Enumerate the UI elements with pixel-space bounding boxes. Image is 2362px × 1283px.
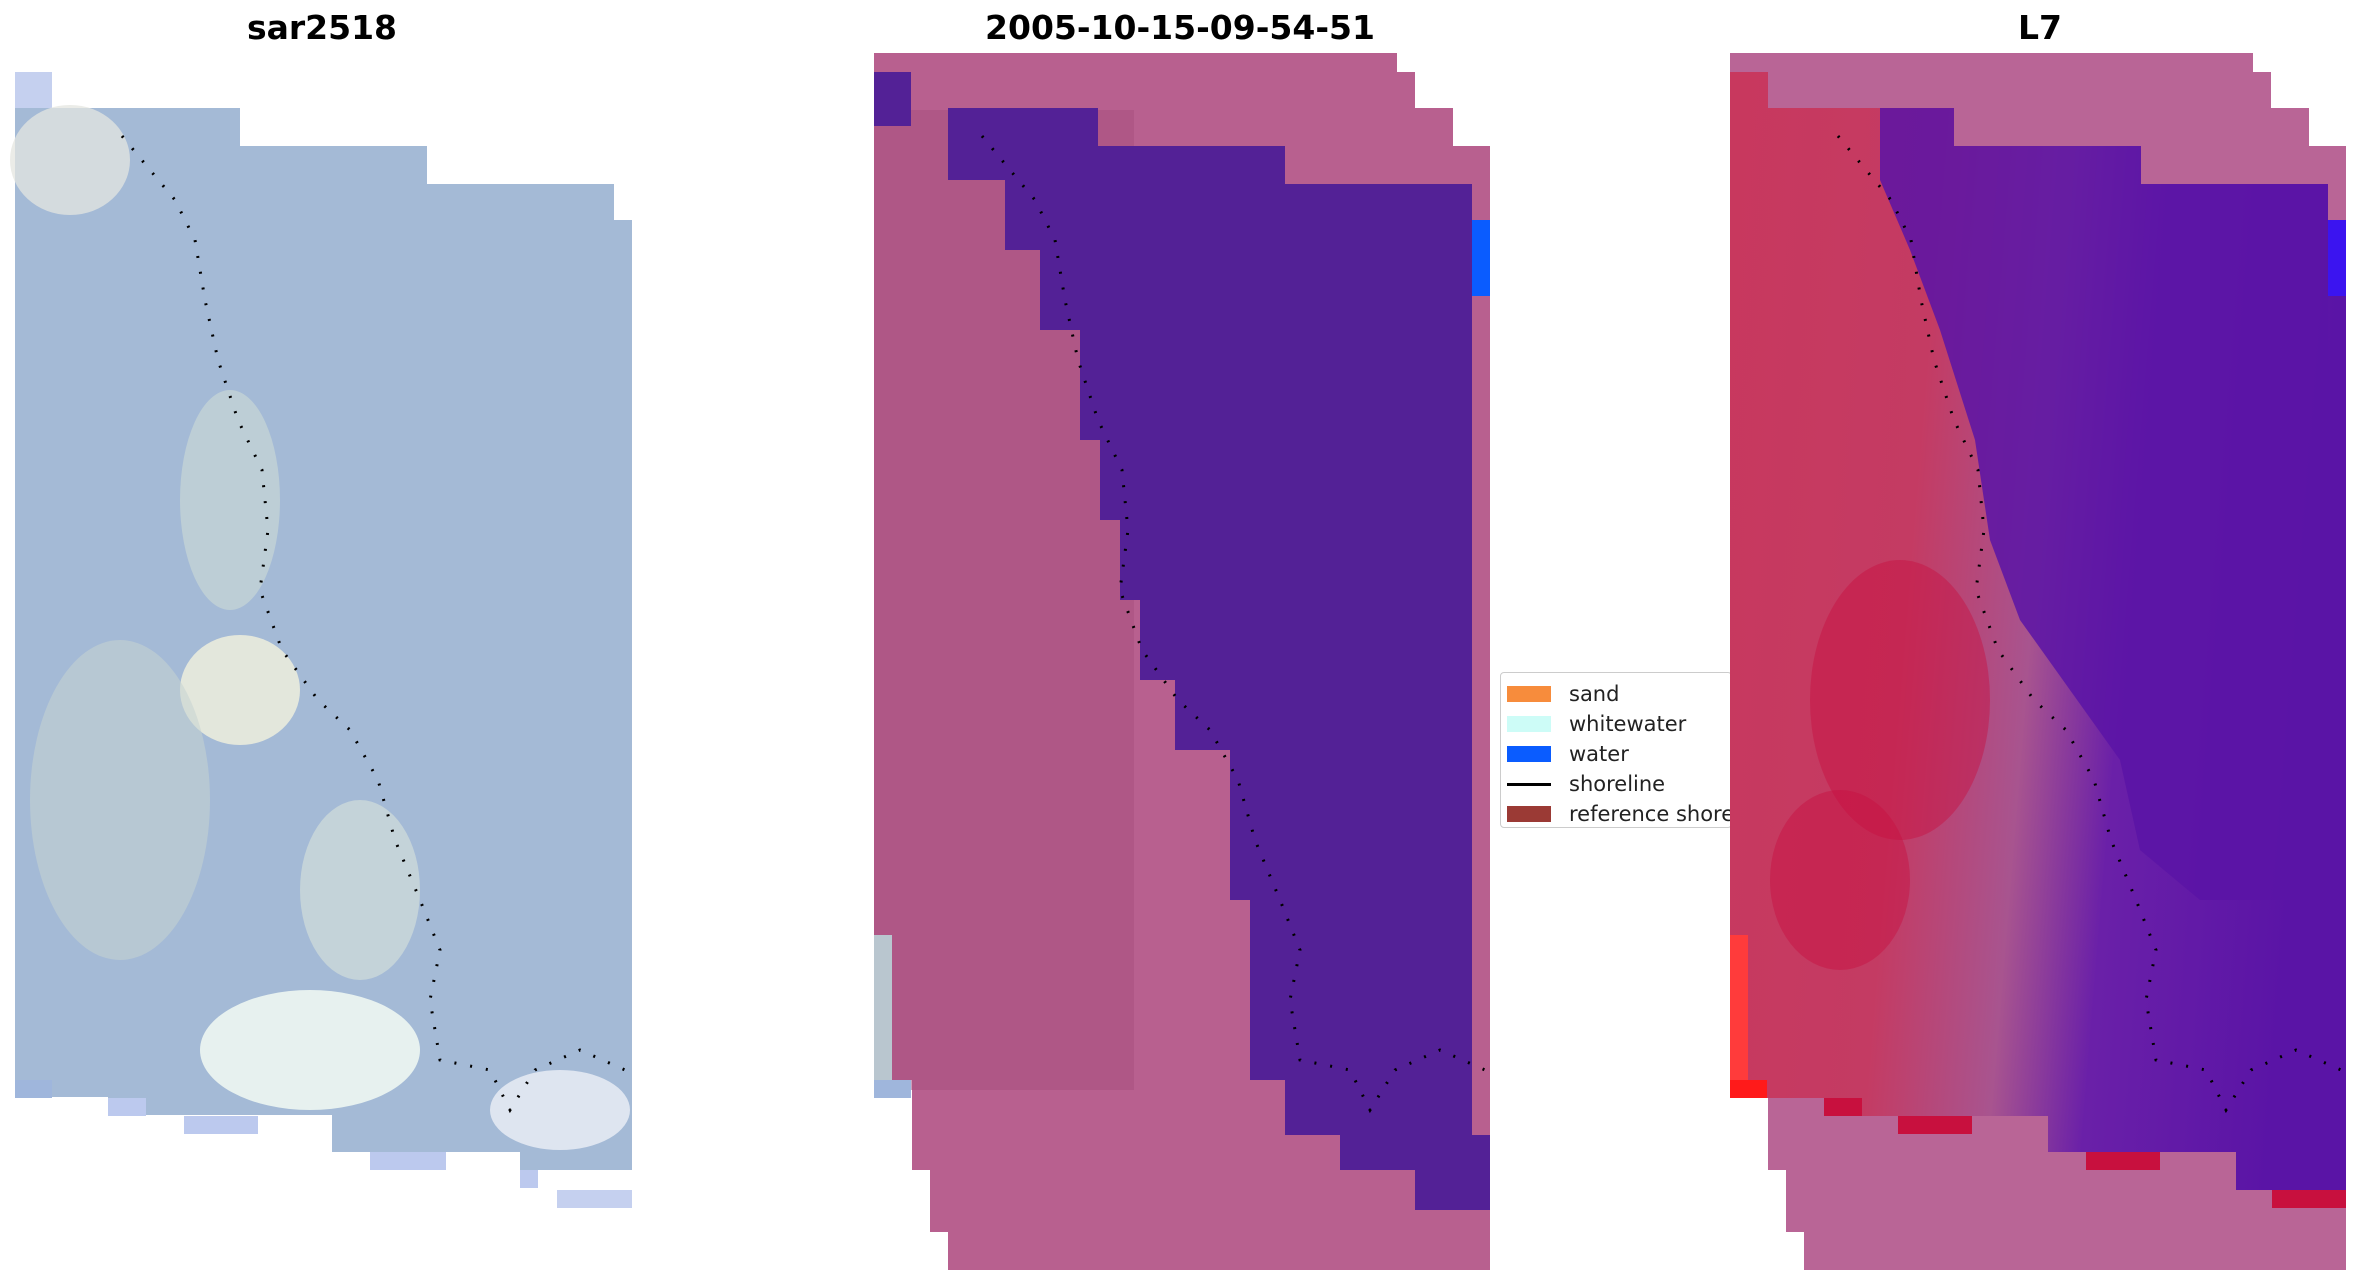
classified-sand-area bbox=[874, 53, 1490, 1270]
rgb-nodata-block bbox=[108, 1098, 146, 1116]
l7-blue-strip bbox=[2328, 220, 2346, 296]
legend-label: reference shore bbox=[1569, 802, 1732, 826]
classified-image bbox=[874, 53, 1490, 1270]
l7-land-hotspot bbox=[1770, 790, 1910, 970]
l7-red-strip bbox=[2086, 1152, 2160, 1170]
l7-edge-area bbox=[1730, 53, 2346, 1270]
rgb-nodata-block bbox=[15, 1080, 52, 1098]
rgb-highlight bbox=[10, 105, 130, 215]
rgb-highlight bbox=[490, 1070, 630, 1150]
l7-index-body bbox=[1730, 72, 2346, 1190]
rgb-nodata-block bbox=[370, 1152, 446, 1170]
legend: sand whitewater water shoreline referenc… bbox=[1500, 672, 1732, 828]
shoreline-dotted bbox=[980, 135, 1486, 1114]
l7-red-strip bbox=[1824, 1098, 1862, 1116]
rgb-nodata-corner bbox=[15, 72, 52, 108]
panel-title-classified: 2005-10-15-09-54-51 bbox=[985, 8, 1375, 47]
l7-red-strip bbox=[1730, 935, 1748, 1081]
l7-land-hotspot bbox=[1810, 560, 1990, 840]
legend-label: sand bbox=[1569, 682, 1620, 706]
shoreline-dotted bbox=[120, 135, 626, 1114]
legend-item-sand: sand bbox=[1507, 679, 1731, 709]
classified-water-area bbox=[948, 108, 1490, 1210]
legend-label: water bbox=[1569, 742, 1629, 766]
rgb-highlight bbox=[30, 640, 210, 960]
panel-title-rgb: sar2518 bbox=[246, 8, 398, 47]
legend-swatch-whitewater bbox=[1507, 716, 1551, 732]
legend-swatch-water bbox=[1507, 746, 1551, 762]
legend-item-whitewater: whitewater bbox=[1507, 709, 1731, 739]
l7-red-strip bbox=[1898, 1116, 1972, 1134]
legend-line-shoreline bbox=[1507, 782, 1551, 786]
rgb-highlight bbox=[300, 800, 420, 980]
classified-water-patch bbox=[874, 72, 911, 126]
shoreline-dotted bbox=[1836, 135, 2342, 1114]
rgb-highlight bbox=[180, 390, 280, 610]
legend-label: whitewater bbox=[1569, 712, 1687, 736]
rgb-image-body bbox=[15, 108, 632, 1170]
legend-label: shoreline bbox=[1569, 772, 1666, 796]
legend-swatch-reference-shore bbox=[1507, 806, 1551, 822]
rgb-nodata-block bbox=[184, 1116, 258, 1134]
legend-swatch-sand bbox=[1507, 686, 1551, 702]
classified-nodata-block bbox=[874, 1080, 911, 1098]
panel-title-l7: L7 bbox=[2018, 8, 2062, 47]
l7-image bbox=[1730, 53, 2346, 1270]
legend-item-reference-shore: reference shore bbox=[1507, 799, 1732, 827]
l7-water-region bbox=[1880, 108, 2328, 900]
rgb-image bbox=[10, 72, 632, 1208]
classified-whitewater-strip bbox=[874, 935, 892, 1081]
legend-item-water: water bbox=[1507, 739, 1731, 769]
classified-land-shade bbox=[874, 110, 1134, 1090]
classified-blue-strip bbox=[1472, 220, 1490, 296]
rgb-nodata-block bbox=[557, 1190, 632, 1208]
legend-item-shoreline: shoreline bbox=[1507, 769, 1731, 799]
rgb-highlight bbox=[200, 990, 420, 1110]
l7-red-strip bbox=[2272, 1190, 2346, 1208]
l7-red-strip bbox=[1730, 1080, 1767, 1098]
rgb-highlight bbox=[180, 635, 300, 745]
rgb-nodata-block bbox=[520, 1170, 538, 1188]
